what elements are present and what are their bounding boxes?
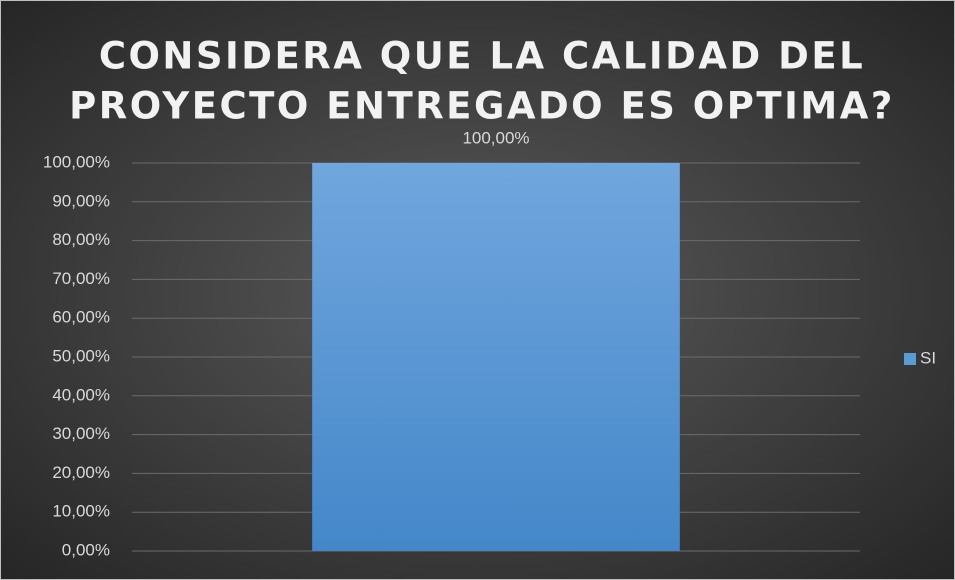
- chart-title: CONSIDERA QUE LA CALIDAD DEL: [99, 35, 865, 78]
- y-tick-label: 0,00%: [62, 540, 110, 559]
- y-tick-label: 50,00%: [52, 346, 110, 365]
- legend-swatch: [904, 353, 916, 365]
- y-tick-label: 10,00%: [52, 502, 110, 521]
- y-tick-label: 20,00%: [52, 463, 110, 482]
- bar: [312, 163, 680, 551]
- y-tick-label: 60,00%: [52, 308, 110, 327]
- y-tick-label: 30,00%: [52, 424, 110, 443]
- y-tick-label: 80,00%: [52, 230, 110, 249]
- y-tick-label: 70,00%: [52, 269, 110, 288]
- chart-title: PROYECTO ENTREGADO ES OPTIMA?: [69, 85, 895, 128]
- y-tick-label: 40,00%: [52, 385, 110, 404]
- y-tick-label: 90,00%: [52, 191, 110, 210]
- data-label: 100,00%: [462, 128, 529, 147]
- legend-label: SI: [920, 348, 936, 367]
- y-tick-label: 100,00%: [43, 152, 110, 171]
